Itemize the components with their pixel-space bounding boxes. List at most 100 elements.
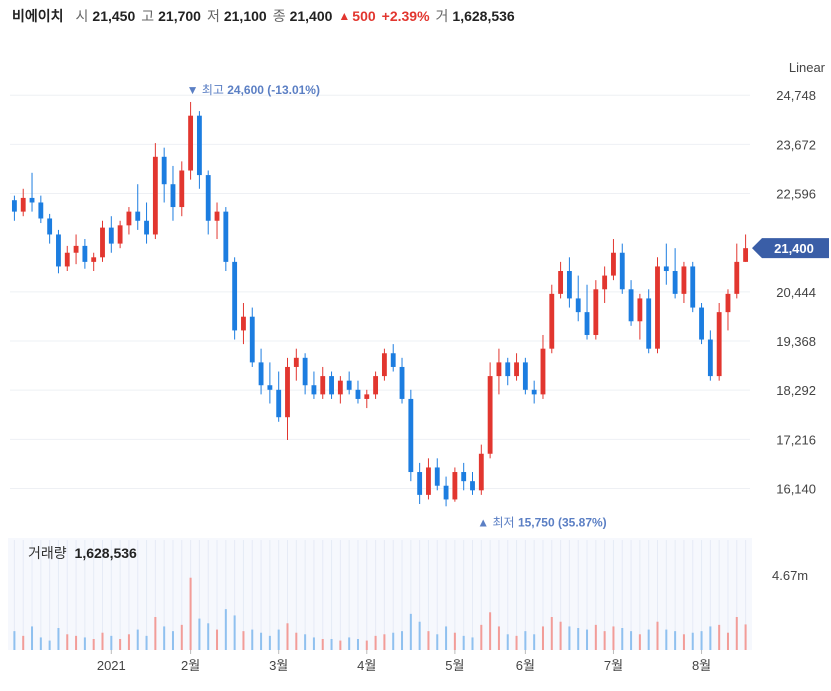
volume-bar [630, 631, 633, 650]
candle-body [575, 298, 581, 313]
candle-body [496, 362, 502, 377]
volume-bar [594, 624, 597, 650]
candle-body [320, 376, 326, 395]
candle-body [514, 362, 519, 377]
high-label: 고 [141, 8, 155, 24]
current-price-label: 21,400 [774, 241, 814, 256]
price-tick-label: 23,672 [776, 137, 816, 152]
candle-body [443, 485, 449, 500]
volume-bar [57, 628, 60, 650]
volume-bar [277, 629, 280, 650]
volume-bar [445, 626, 448, 650]
candle-body [337, 380, 343, 395]
volume-bar [321, 639, 324, 650]
stock-name: 비에이치 [12, 8, 64, 24]
candle-body [135, 211, 141, 221]
candle-body [205, 175, 211, 221]
candle-body [196, 115, 202, 176]
candle-body [82, 245, 88, 262]
candle-body [690, 266, 696, 308]
candle-body [364, 394, 370, 399]
candle-body [734, 261, 740, 294]
high-annotation: ▼ 최고 24,600 (-13.01%) [187, 83, 320, 97]
volume-bar [348, 637, 351, 650]
candle-body [108, 227, 114, 244]
close-label: 종 [272, 8, 286, 24]
candles-layer [11, 101, 749, 507]
volume-bar [101, 632, 104, 650]
volume-bar [339, 640, 342, 650]
volume-bar [304, 634, 307, 650]
change-percent: +2.39% [381, 8, 430, 24]
candle-body [47, 218, 53, 235]
candle-body [38, 202, 44, 219]
change-value: 500 [352, 8, 376, 24]
volume-bar [550, 617, 553, 650]
volume-bar [427, 631, 430, 650]
price-tick-label: 17,216 [776, 432, 816, 447]
candle-body [373, 376, 379, 395]
price-tick-label: 16,140 [776, 481, 816, 496]
volume-bar [295, 632, 298, 650]
scale-mode-toggle[interactable]: Linear [788, 60, 825, 75]
volume-bars-layer [13, 577, 747, 650]
candle-body [390, 353, 396, 367]
candle-body [161, 156, 167, 185]
candle-body [408, 398, 414, 473]
candle-body [461, 472, 467, 482]
candle-body [426, 467, 431, 495]
candle-body [655, 266, 660, 349]
candle-body [241, 316, 246, 331]
volume-bar [48, 640, 51, 650]
volume-bar [365, 640, 368, 650]
candle-body [505, 362, 511, 377]
volume-bar [744, 624, 747, 650]
candle-body [628, 289, 634, 322]
time-tick-label: 4월 [357, 658, 376, 673]
volume-bar [145, 635, 148, 650]
volume-bar [171, 631, 174, 650]
volume-bar [136, 629, 139, 650]
candle-body [531, 389, 537, 395]
volume-bar [207, 623, 210, 650]
price-axis: 24,748 23,672 22,596 20,444 19,368 18,292 17,2… [776, 88, 816, 496]
volume-bar [119, 639, 122, 650]
candle-body [593, 289, 599, 335]
volume-bar [497, 626, 500, 650]
volume-bar [39, 637, 42, 650]
volume-bar [577, 628, 580, 650]
volume-bar [75, 635, 78, 650]
price-tick-label: 20,444 [776, 285, 816, 300]
candle-body [20, 197, 26, 212]
volume-bar [647, 629, 650, 650]
candle-body [452, 472, 458, 500]
candle-body [566, 271, 572, 299]
volume-bar [268, 635, 271, 650]
candle-body [619, 252, 625, 290]
volume-bar [260, 632, 263, 650]
volume-bar [163, 626, 166, 650]
volume-bar [286, 623, 289, 650]
volume-bar [127, 634, 130, 650]
volume-bar [489, 612, 492, 650]
volume-bar [189, 577, 192, 650]
candle-body [470, 481, 475, 491]
time-tick-label: 3월 [269, 658, 288, 673]
price-tick-label: 18,292 [776, 383, 816, 398]
volume-bar [726, 632, 729, 650]
time-tick-label: 8월 [692, 658, 711, 673]
price-summary-header: 비에이치 시 21,450 고 21,700 저 21,100 종 21,400… [12, 5, 521, 27]
volume-bar [541, 626, 544, 650]
close-value: 21,400 [289, 8, 333, 24]
candle-body [100, 227, 105, 258]
candle-body [293, 357, 299, 367]
volume-bar [568, 626, 571, 650]
volume-bar [374, 635, 377, 650]
candle-body [355, 389, 361, 399]
volume-bar [66, 634, 69, 650]
volume-bar [83, 637, 86, 650]
volume-bar [718, 624, 721, 650]
open-label: 시 [75, 8, 89, 24]
volume-bar [401, 631, 404, 650]
